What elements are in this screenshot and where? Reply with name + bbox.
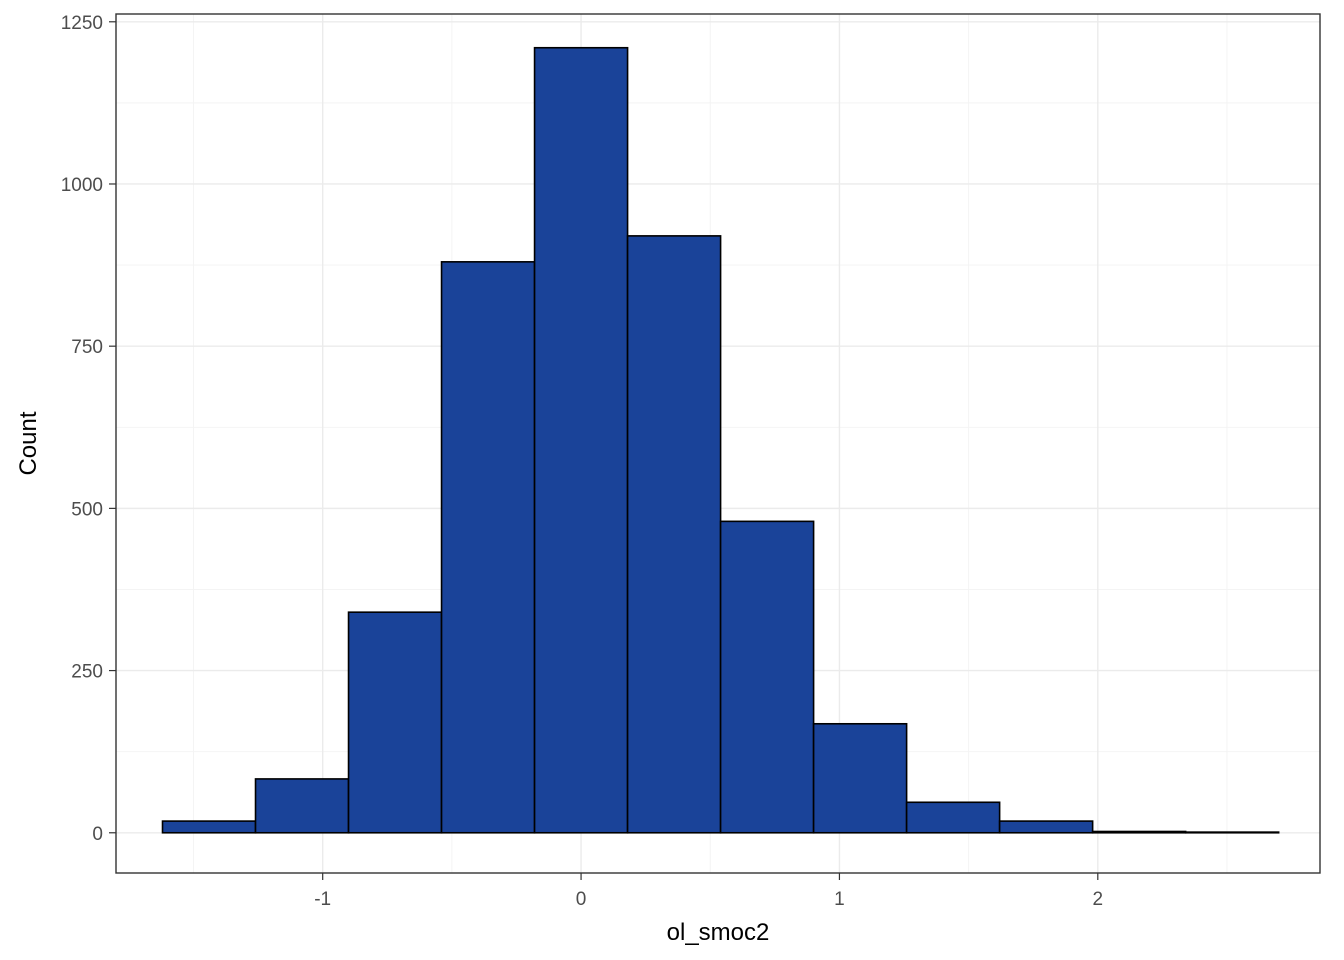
x-tick-label: 2 — [1093, 889, 1104, 910]
histogram-bar — [1184, 831, 1280, 834]
histogram-bar — [998, 820, 1094, 834]
histogram-bar — [533, 46, 629, 834]
y-tick-label: 1250 — [61, 13, 103, 34]
histogram-bars — [161, 46, 1280, 834]
axis-ticks — [109, 21, 1099, 880]
histogram-bar — [626, 235, 722, 834]
x-axis-tick-labels: -1 0 1 2 — [314, 889, 1103, 910]
histogram-bar — [905, 801, 1001, 834]
y-tick-label: 750 — [71, 337, 103, 358]
y-axis-title: Count — [15, 411, 42, 475]
histogram-bar — [1091, 830, 1187, 834]
histogram-bar — [254, 778, 350, 834]
y-tick-label: 1000 — [61, 175, 103, 196]
y-axis-tick-labels: 0 250 500 750 1000 1250 — [61, 13, 103, 845]
histogram-bar — [440, 261, 536, 834]
x-axis-title: ol_smoc2 — [667, 919, 770, 946]
y-tick-label: 250 — [71, 662, 103, 683]
histogram-bar — [347, 611, 443, 834]
histogram-bar — [719, 520, 815, 834]
x-tick-label: 1 — [834, 889, 845, 910]
x-tick-label: -1 — [314, 889, 331, 910]
panel-border — [115, 13, 1321, 874]
y-tick-label: 0 — [92, 824, 103, 845]
histogram-bar — [161, 820, 257, 834]
y-tick-label: 500 — [71, 499, 103, 520]
histogram-bar — [812, 722, 908, 834]
x-tick-label: 0 — [576, 889, 587, 910]
